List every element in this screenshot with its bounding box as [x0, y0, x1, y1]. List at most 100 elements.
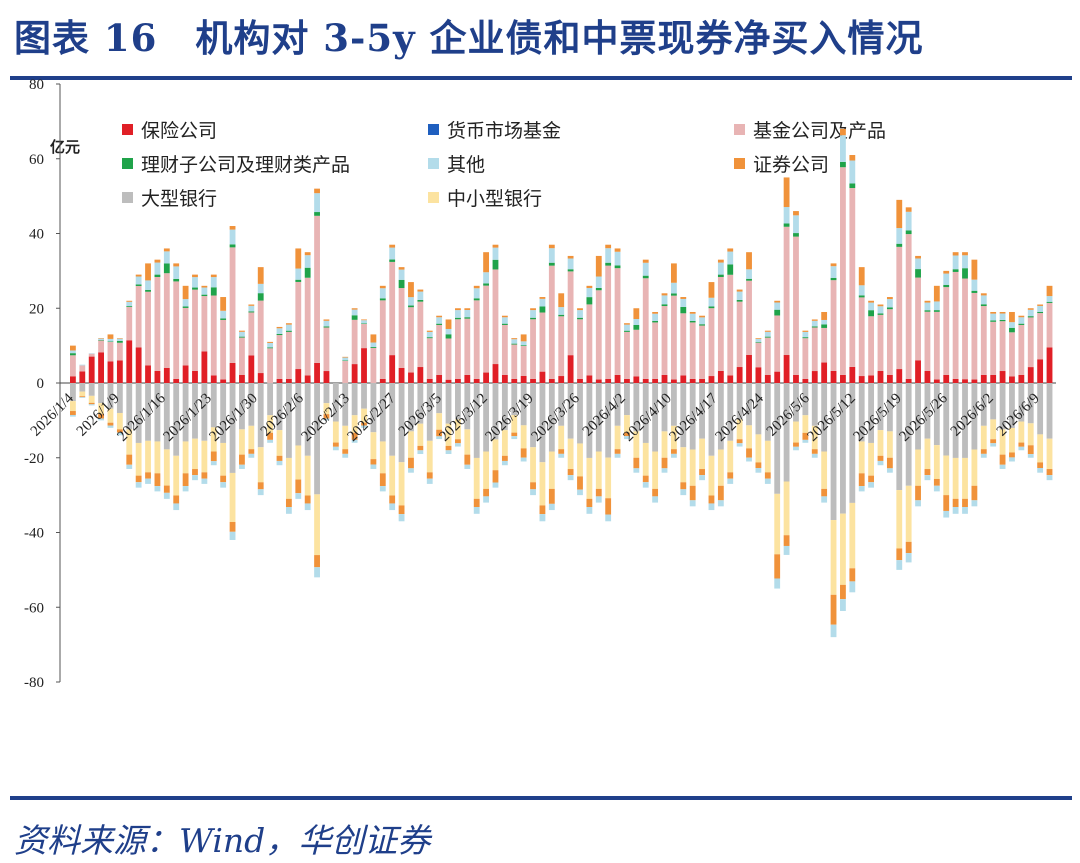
bar-securities	[70, 345, 76, 351]
bar-large-bank	[464, 383, 471, 430]
bar-wealth	[1027, 316, 1034, 318]
bar-securities-neg	[943, 495, 950, 511]
bar-securities-neg	[520, 448, 527, 458]
bar-other	[220, 310, 227, 319]
bar-other	[595, 276, 602, 288]
bar-wealth	[990, 320, 997, 322]
bar-fund	[708, 308, 715, 377]
bar-insurance	[680, 375, 687, 383]
bar-fund	[239, 337, 245, 376]
bar-securities	[962, 252, 968, 256]
bar-small-bank	[210, 427, 217, 452]
bar-small-bank	[915, 449, 921, 486]
bar-securities-neg	[492, 470, 499, 483]
bar-securities	[821, 311, 828, 320]
bar-other-neg	[980, 453, 987, 458]
bar-other	[971, 279, 978, 291]
legend-swatch	[734, 124, 745, 135]
bar-insurance	[163, 367, 170, 383]
bar-securities-neg	[88, 402, 95, 405]
bar-fund	[267, 348, 274, 383]
bar-securities	[285, 323, 292, 325]
bar-small-bank	[285, 457, 292, 499]
bar-small-bank	[267, 415, 274, 433]
bar-securities	[624, 323, 630, 325]
bar-securities-neg	[952, 498, 959, 507]
bar-wealth	[962, 268, 968, 279]
bar-securities-neg	[962, 498, 968, 507]
bar-insurance	[858, 376, 865, 383]
bar-securities	[304, 252, 311, 256]
bar-securities-neg	[455, 439, 461, 444]
bar-securities	[642, 259, 649, 263]
bar-insurance	[943, 374, 950, 383]
bar-fund	[774, 315, 781, 372]
bar-other	[107, 338, 114, 342]
bar-other	[670, 282, 677, 294]
bar-other	[436, 317, 443, 324]
bar-wealth	[924, 310, 931, 312]
bar-other	[811, 320, 818, 327]
bar-other	[314, 193, 320, 213]
bar-other-neg	[877, 460, 884, 466]
bar-small-bank	[408, 431, 414, 458]
bar-large-bank	[736, 383, 743, 420]
bar-securities	[426, 330, 433, 332]
bar-other-neg	[1018, 446, 1025, 451]
bar-other-neg	[257, 489, 264, 496]
bar-fund	[858, 297, 865, 377]
bar-other	[248, 305, 255, 312]
bar-small-bank	[492, 439, 499, 471]
bar-insurance	[802, 378, 809, 383]
bar-securities	[483, 252, 490, 273]
bar-large-bank	[1018, 383, 1025, 422]
bar-other	[379, 288, 386, 299]
y-tick-label: 0	[37, 376, 45, 392]
bar-insurance	[145, 365, 151, 383]
bar-securities-neg	[501, 455, 508, 461]
legend-label: 大型银行	[141, 188, 218, 210]
bar-other	[351, 309, 358, 316]
bar-large-bank	[492, 383, 499, 440]
bar-other-neg	[962, 506, 968, 514]
bar-small-bank	[436, 413, 443, 430]
bar-other	[999, 313, 1006, 320]
bar-wealth	[154, 274, 161, 278]
bar-small-bank	[811, 425, 818, 450]
title-divider	[10, 76, 1072, 80]
bar-large-bank	[98, 383, 104, 404]
bar-wealth	[708, 306, 715, 309]
bar-securities	[548, 244, 555, 249]
bar-other	[746, 269, 752, 279]
bar-wealth	[436, 323, 443, 325]
bar-fund	[1009, 332, 1015, 377]
y-tick-label: 40	[29, 227, 44, 243]
bar-large-bank	[680, 383, 687, 448]
bar-other-neg	[342, 453, 349, 458]
bar-wealth	[680, 306, 687, 314]
bar-other-neg	[652, 496, 659, 503]
bar-securities-neg	[624, 432, 630, 437]
bar-large-bank	[408, 383, 414, 432]
bar-wealth	[492, 259, 499, 270]
bar-other-neg	[530, 489, 536, 496]
bar-large-bank	[520, 383, 527, 426]
bar-other-neg	[492, 482, 499, 488]
bar-securities-neg	[1037, 462, 1044, 469]
bar-other-neg	[783, 545, 790, 555]
bar-other-neg	[220, 482, 227, 488]
bar-wealth	[727, 264, 734, 275]
bar-fund	[210, 295, 217, 376]
bar-securities-neg	[868, 475, 875, 483]
bar-other	[952, 255, 959, 270]
bar-insurance	[351, 364, 358, 383]
bar-other-neg	[229, 531, 236, 540]
bar-securities	[689, 311, 696, 314]
bar-securities	[1046, 285, 1053, 297]
bar-securities	[605, 244, 612, 249]
bar-insurance	[624, 378, 630, 383]
bar-wealth	[1037, 311, 1044, 314]
bar-wealth	[398, 279, 405, 289]
bar-securities-neg	[727, 472, 734, 479]
bar-other	[689, 313, 696, 321]
